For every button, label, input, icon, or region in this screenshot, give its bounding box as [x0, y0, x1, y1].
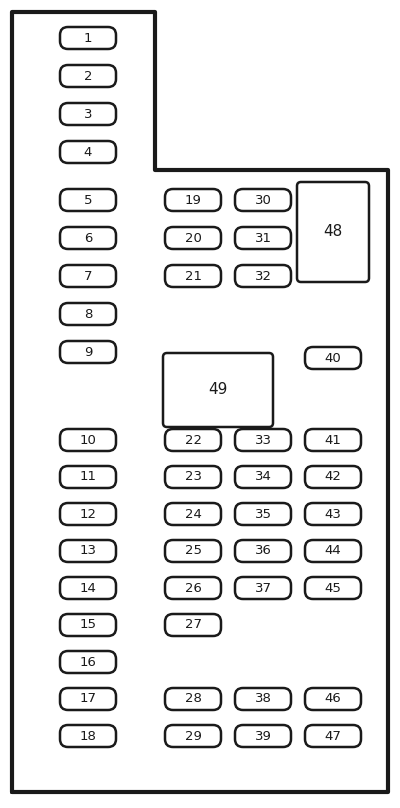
Text: 13: 13: [80, 545, 96, 558]
Text: 2: 2: [84, 69, 92, 82]
FancyBboxPatch shape: [235, 577, 291, 599]
Text: 40: 40: [325, 351, 341, 364]
FancyBboxPatch shape: [60, 688, 116, 710]
FancyBboxPatch shape: [60, 189, 116, 211]
Text: 19: 19: [184, 193, 202, 207]
Text: 6: 6: [84, 232, 92, 245]
FancyBboxPatch shape: [235, 688, 291, 710]
FancyBboxPatch shape: [235, 227, 291, 249]
Text: 31: 31: [254, 232, 272, 245]
FancyBboxPatch shape: [60, 503, 116, 525]
FancyBboxPatch shape: [305, 688, 361, 710]
FancyBboxPatch shape: [305, 466, 361, 488]
Text: 46: 46: [325, 692, 341, 705]
FancyBboxPatch shape: [60, 540, 116, 562]
FancyBboxPatch shape: [60, 65, 116, 87]
FancyBboxPatch shape: [60, 227, 116, 249]
Text: 15: 15: [80, 618, 96, 632]
FancyBboxPatch shape: [60, 303, 116, 325]
FancyBboxPatch shape: [60, 27, 116, 49]
FancyBboxPatch shape: [235, 725, 291, 747]
FancyBboxPatch shape: [165, 688, 221, 710]
FancyBboxPatch shape: [165, 189, 221, 211]
Text: 36: 36: [254, 545, 272, 558]
Text: 42: 42: [324, 470, 342, 483]
FancyBboxPatch shape: [235, 503, 291, 525]
Text: 17: 17: [80, 692, 96, 705]
FancyBboxPatch shape: [305, 429, 361, 451]
FancyBboxPatch shape: [165, 540, 221, 562]
Text: 9: 9: [84, 346, 92, 359]
FancyBboxPatch shape: [60, 141, 116, 163]
Text: 24: 24: [184, 507, 202, 520]
FancyBboxPatch shape: [235, 466, 291, 488]
Text: 12: 12: [80, 507, 96, 520]
FancyBboxPatch shape: [165, 577, 221, 599]
FancyBboxPatch shape: [305, 577, 361, 599]
Text: 29: 29: [184, 730, 202, 743]
FancyBboxPatch shape: [305, 347, 361, 369]
Text: 11: 11: [80, 470, 96, 483]
Text: 25: 25: [184, 545, 202, 558]
FancyBboxPatch shape: [163, 353, 273, 427]
FancyBboxPatch shape: [305, 540, 361, 562]
Text: 3: 3: [84, 107, 92, 120]
FancyBboxPatch shape: [60, 341, 116, 363]
Text: 28: 28: [184, 692, 202, 705]
Text: 22: 22: [184, 434, 202, 447]
FancyBboxPatch shape: [165, 227, 221, 249]
Text: 34: 34: [254, 470, 272, 483]
Text: 45: 45: [324, 582, 342, 595]
Text: 43: 43: [324, 507, 342, 520]
FancyBboxPatch shape: [235, 189, 291, 211]
Text: 23: 23: [184, 470, 202, 483]
FancyBboxPatch shape: [305, 725, 361, 747]
Text: 7: 7: [84, 270, 92, 283]
FancyBboxPatch shape: [60, 651, 116, 673]
FancyBboxPatch shape: [235, 265, 291, 287]
FancyBboxPatch shape: [165, 725, 221, 747]
Text: 18: 18: [80, 730, 96, 743]
Text: 38: 38: [254, 692, 272, 705]
Text: 32: 32: [254, 270, 272, 283]
Text: 48: 48: [323, 225, 343, 239]
Text: 20: 20: [184, 232, 202, 245]
FancyBboxPatch shape: [60, 103, 116, 125]
FancyBboxPatch shape: [60, 265, 116, 287]
FancyBboxPatch shape: [60, 429, 116, 451]
Text: 16: 16: [80, 655, 96, 668]
Text: 49: 49: [208, 382, 228, 398]
FancyBboxPatch shape: [60, 614, 116, 636]
FancyBboxPatch shape: [165, 265, 221, 287]
Text: 41: 41: [324, 434, 342, 447]
Text: 35: 35: [254, 507, 272, 520]
Text: 44: 44: [325, 545, 341, 558]
Text: 27: 27: [184, 618, 202, 632]
FancyBboxPatch shape: [165, 466, 221, 488]
Text: 33: 33: [254, 434, 272, 447]
Text: 21: 21: [184, 270, 202, 283]
Text: 10: 10: [80, 434, 96, 447]
Text: 4: 4: [84, 145, 92, 158]
Text: 1: 1: [84, 32, 92, 44]
FancyBboxPatch shape: [60, 577, 116, 599]
Text: 39: 39: [254, 730, 272, 743]
Text: 26: 26: [184, 582, 202, 595]
Text: 8: 8: [84, 308, 92, 321]
FancyBboxPatch shape: [165, 614, 221, 636]
FancyBboxPatch shape: [60, 466, 116, 488]
FancyBboxPatch shape: [297, 182, 369, 282]
Text: 37: 37: [254, 582, 272, 595]
Text: 47: 47: [324, 730, 342, 743]
Text: 30: 30: [254, 193, 272, 207]
FancyBboxPatch shape: [235, 429, 291, 451]
FancyBboxPatch shape: [165, 503, 221, 525]
FancyBboxPatch shape: [60, 725, 116, 747]
FancyBboxPatch shape: [305, 503, 361, 525]
Text: 14: 14: [80, 582, 96, 595]
Text: 5: 5: [84, 193, 92, 207]
FancyBboxPatch shape: [165, 429, 221, 451]
FancyBboxPatch shape: [235, 540, 291, 562]
